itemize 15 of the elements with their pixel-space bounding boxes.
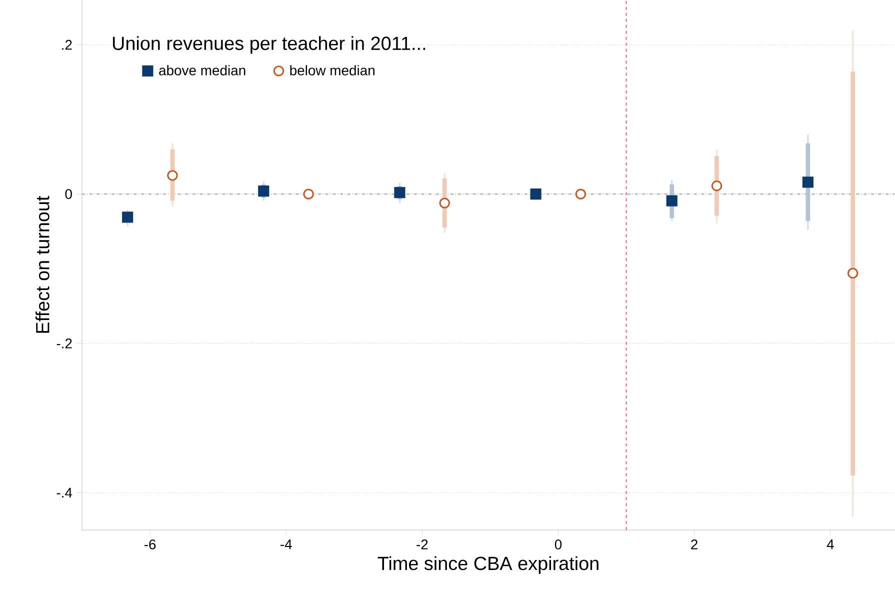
legend-title: Union revenues per teacher in 2011... <box>112 36 426 54</box>
legend-label: above median <box>159 65 246 76</box>
x-tick-label: -6 <box>144 540 156 550</box>
x-tick-label: 2 <box>691 540 698 550</box>
y-axis-title: Effect on turnout <box>35 196 50 333</box>
y-tick-label: 0 <box>65 189 72 200</box>
x-tick-label: 0 <box>554 540 562 550</box>
legend-label: below median <box>290 65 374 76</box>
x-tick-label: 4 <box>826 540 834 550</box>
x-axis-title: Time since CBA expiration <box>378 556 598 574</box>
x-tick-label: -4 <box>280 540 292 550</box>
y-tick-label: .2 <box>62 40 72 50</box>
y-tick-label: -.4 <box>56 488 72 498</box>
y-tick-label: -.2 <box>56 338 72 348</box>
x-tick-label: -2 <box>416 540 428 550</box>
